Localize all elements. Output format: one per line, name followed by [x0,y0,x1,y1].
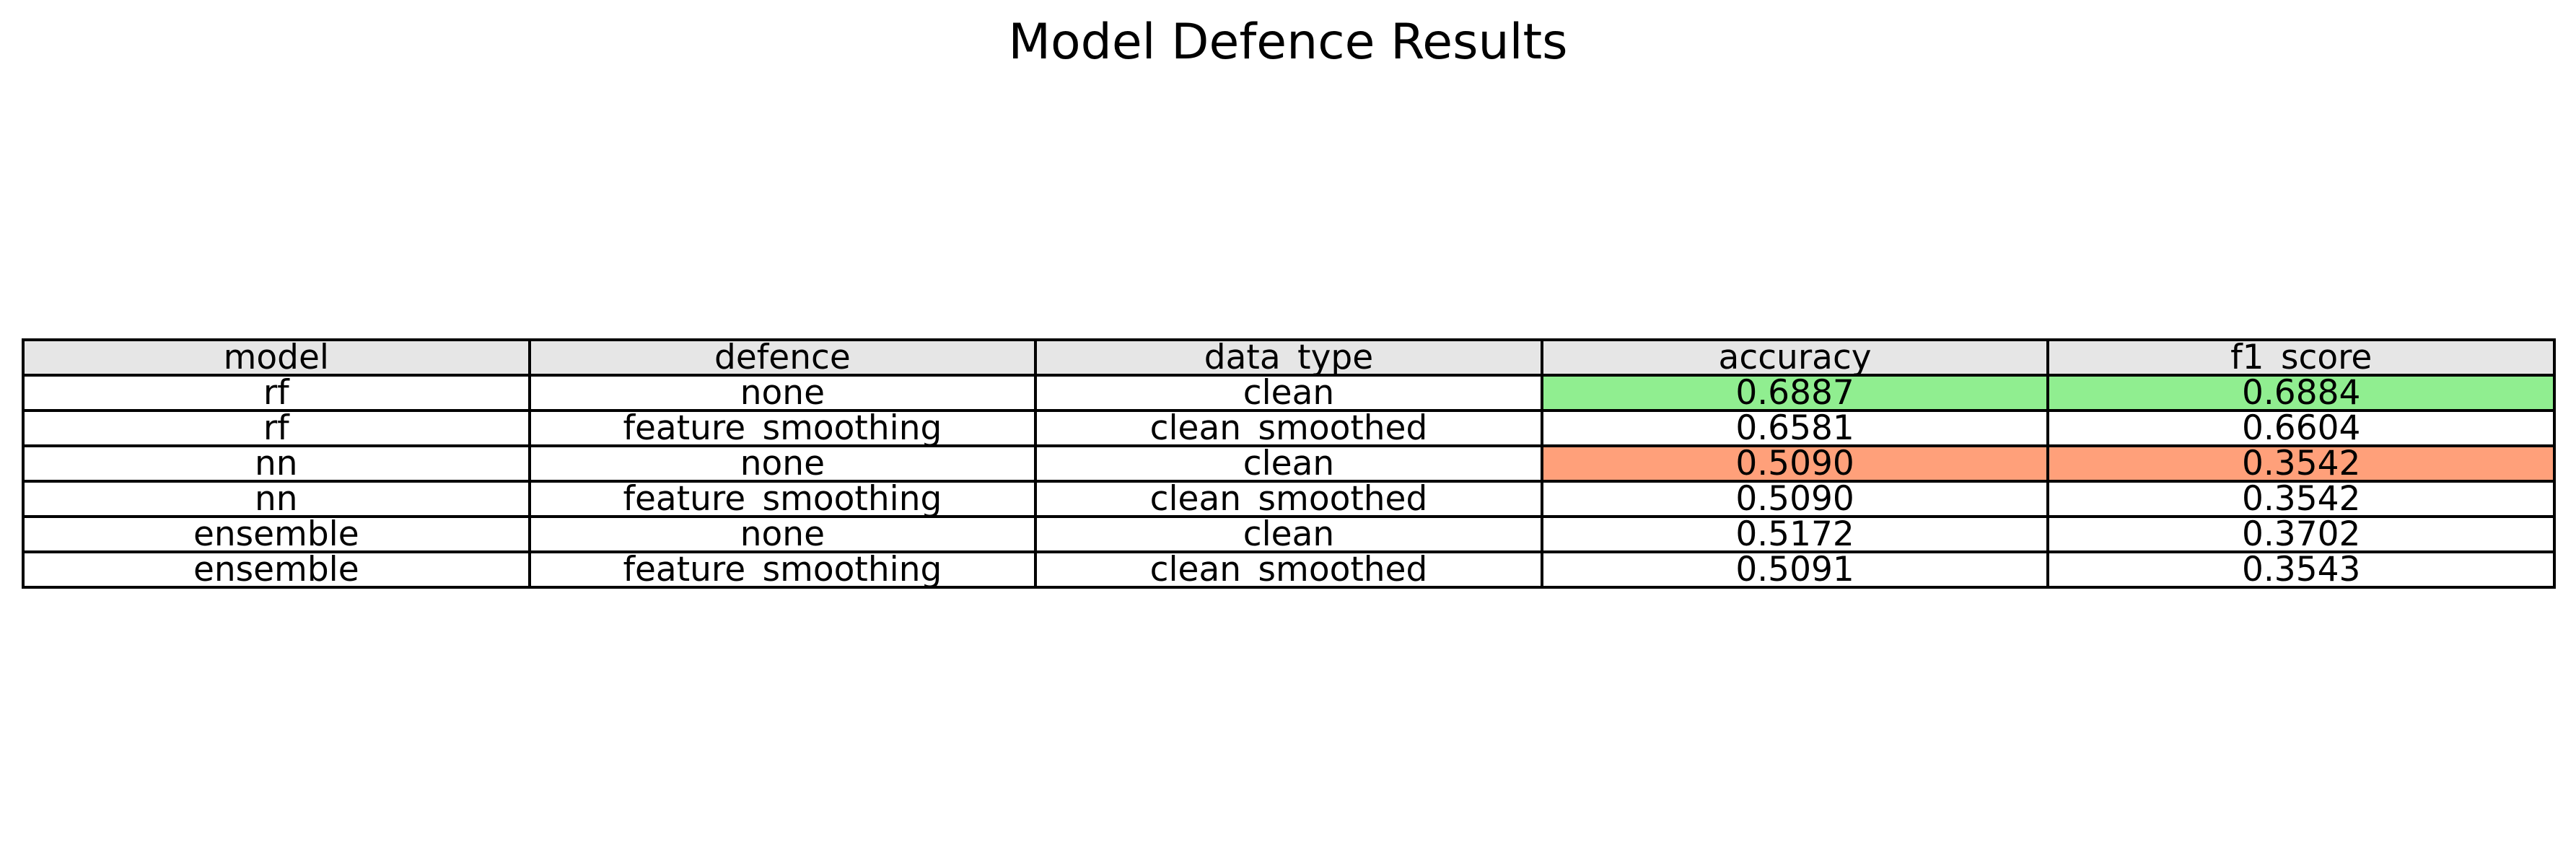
header-accuracy: accuracy [1540,338,2050,377]
cell-data-type: clean_smoothed [1034,480,1543,518]
cell-f1-score-highlighted-best: 0.6884 [2046,374,2556,412]
header-defence: defence [527,338,1038,377]
table-row: ensemble none clean 0.5172 0.3702 [22,515,2556,553]
cell-f1-score: 0.3543 [2046,550,2556,589]
cell-f1-score-highlighted-worst: 0.3542 [2046,444,2556,483]
cell-accuracy: 0.5172 [1540,515,2050,553]
cell-model: nn [22,444,531,483]
cell-accuracy-highlighted-worst: 0.5090 [1540,444,2050,483]
cell-defence: feature_smoothing [527,550,1038,589]
cell-model: ensemble [22,515,531,553]
cell-defence: feature_smoothing [527,480,1038,518]
cell-data-type: clean [1034,444,1543,483]
header-f1-score: f1_score [2046,338,2556,377]
cell-defence: none [527,444,1038,483]
chart-title: Model Defence Results [1008,14,1568,71]
cell-accuracy: 0.5091 [1540,550,2050,589]
cell-data-type: clean [1034,515,1543,553]
results-table: model defence data_type accuracy f1_scor… [22,338,2556,589]
table-row: nn none clean 0.5090 0.3542 [22,444,2556,483]
cell-data-type: clean_smoothed [1034,409,1543,447]
cell-f1-score: 0.6604 [2046,409,2556,447]
cell-defence: none [527,374,1038,412]
table-row: rf none clean 0.6887 0.6884 [22,374,2556,412]
cell-defence: feature_smoothing [527,409,1038,447]
table-body: rf none clean 0.6887 0.6884 rf feature_s… [22,374,2556,589]
cell-accuracy: 0.6581 [1540,409,2050,447]
cell-accuracy: 0.5090 [1540,480,2050,518]
cell-f1-score: 0.3702 [2046,515,2556,553]
cell-defence: none [527,515,1038,553]
cell-model: rf [22,409,531,447]
cell-f1-score: 0.3542 [2046,480,2556,518]
cell-model: rf [22,374,531,412]
table-header-row: model defence data_type accuracy f1_scor… [22,338,2556,377]
cell-data-type: clean [1034,374,1543,412]
table-row: rf feature_smoothing clean_smoothed 0.65… [22,409,2556,447]
cell-model: ensemble [22,550,531,589]
cell-model: nn [22,480,531,518]
header-data-type: data_type [1034,338,1543,377]
table-row: nn feature_smoothing clean_smoothed 0.50… [22,480,2556,518]
cell-data-type: clean_smoothed [1034,550,1543,589]
table-row: ensemble feature_smoothing clean_smoothe… [22,550,2556,589]
header-model: model [22,338,531,377]
cell-accuracy-highlighted-best: 0.6887 [1540,374,2050,412]
